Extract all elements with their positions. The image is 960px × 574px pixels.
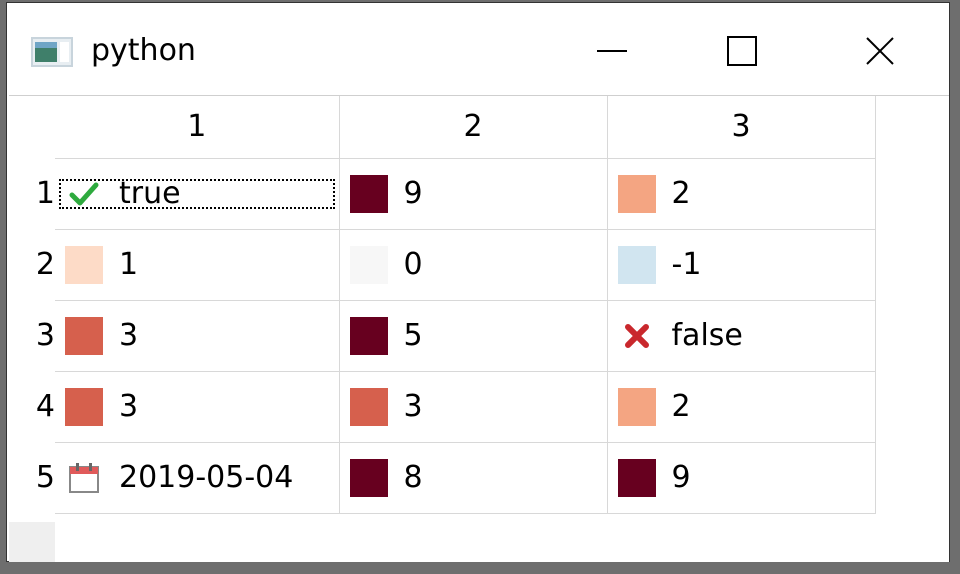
color-swatch [65,387,103,426]
cell-value: 5 [403,318,423,353]
column-header-3[interactable]: 3 [607,96,876,159]
data-table: 1 2 3 1 true 9 2 2 1 0 -1 3 3 5 false 4 3 3 2 5 2019-05-0… [9,96,876,514]
cell-content: 2 [608,387,875,426]
row-header[interactable]: 3 [35,318,55,353]
table-empty-area [9,522,55,562]
color-swatch [617,458,656,497]
cross-icon [618,317,656,355]
maximize-icon [727,36,757,66]
color-swatch [65,245,103,284]
table-cell[interactable]: true [55,158,340,230]
cell-value: 2 [671,389,691,424]
cell-content: 1 [55,245,339,284]
cell-content: 3 [340,387,607,426]
cell-value: 2019-05-04 [119,460,294,495]
table-cell[interactable]: 9 [339,158,608,230]
cell-content: 9 [340,174,607,213]
table-view: 1 2 3 1 true 9 2 2 1 0 -1 3 3 5 false 4 3 3 2 5 2019-05-0… [9,95,949,562]
cell-value: 8 [403,460,423,495]
cell-value: 3 [119,389,139,424]
cell-value: 2 [671,176,691,211]
table-cell[interactable]: 2 [607,371,876,443]
cell-content: true [55,175,339,213]
cell-value: 0 [403,247,423,282]
cell-content: 0 [340,245,607,284]
table-row: 3 3 5 false [9,300,876,372]
table-cell[interactable]: 1 [55,229,340,301]
cell-content: 2019-05-04 [55,459,339,497]
table-cell[interactable]: -1 [607,229,876,301]
maximize-button[interactable] [697,25,787,77]
table-cell[interactable]: false [607,300,876,372]
cell-value: 9 [403,176,423,211]
table-cell[interactable]: 3 [55,300,340,372]
table-cell[interactable]: 2019-05-04 [55,442,340,514]
row-header[interactable]: 2 [35,247,55,282]
cell-content: 8 [340,458,607,497]
cell-value: 3 [119,318,139,353]
close-button[interactable] [835,25,925,77]
table-row: 1 true 9 2 [9,158,876,230]
table-cell[interactable]: 5 [339,300,608,372]
table-cell[interactable]: 3 [339,371,608,443]
table-cell[interactable]: 8 [339,442,608,514]
color-swatch [349,387,388,426]
color-swatch [65,316,103,355]
table-cell[interactable]: 9 [607,442,876,514]
cell-content: -1 [608,245,875,284]
cell-content: false [608,317,875,355]
check-icon [65,175,103,213]
cell-value: true [119,176,181,211]
cell-value: 3 [403,389,423,424]
column-header-2[interactable]: 2 [339,96,608,159]
color-swatch [617,245,656,284]
minimize-button[interactable] [567,25,657,77]
title-bar[interactable]: python [7,3,949,95]
app-window-icon [31,37,73,67]
close-icon [866,37,894,65]
table-cell[interactable]: 2 [607,158,876,230]
cell-value: -1 [671,247,702,282]
color-swatch [349,458,388,497]
cell-value: false [671,318,743,353]
cell-content: 3 [55,316,339,355]
color-swatch [349,245,388,284]
cell-value: 1 [119,247,139,282]
cell-value: 9 [671,460,691,495]
column-header-1[interactable]: 1 [55,96,340,159]
cell-content: 2 [608,174,875,213]
table-cell[interactable]: 3 [55,371,340,443]
color-swatch [349,174,388,213]
table-row: 2 1 0 -1 [9,229,876,301]
table-cell[interactable]: 0 [339,229,608,301]
app-window: python 1 2 3 [6,2,950,562]
color-swatch [617,174,656,213]
row-header[interactable]: 5 [35,460,55,495]
cell-content: 9 [608,458,875,497]
window-title: python [91,33,196,68]
table-corner[interactable] [9,96,55,158]
cell-content: 5 [340,316,607,355]
color-swatch [617,387,656,426]
table-row: 4 3 3 2 [9,371,876,443]
row-header[interactable]: 4 [35,389,55,424]
cell-content: 3 [55,387,339,426]
table-body: 1 true 9 2 2 1 0 -1 3 3 5 false 4 3 3 2 5 2019-05-04 8 9 [9,158,876,514]
color-swatch [349,316,388,355]
row-header[interactable]: 1 [35,176,55,211]
table-row: 5 2019-05-04 8 9 [9,442,876,514]
calendar-icon [65,459,103,497]
minimize-icon [597,50,627,52]
